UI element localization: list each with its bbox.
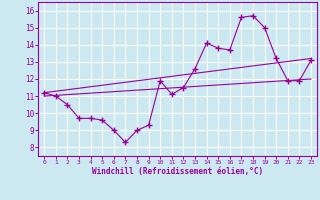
X-axis label: Windchill (Refroidissement éolien,°C): Windchill (Refroidissement éolien,°C) [92, 167, 263, 176]
